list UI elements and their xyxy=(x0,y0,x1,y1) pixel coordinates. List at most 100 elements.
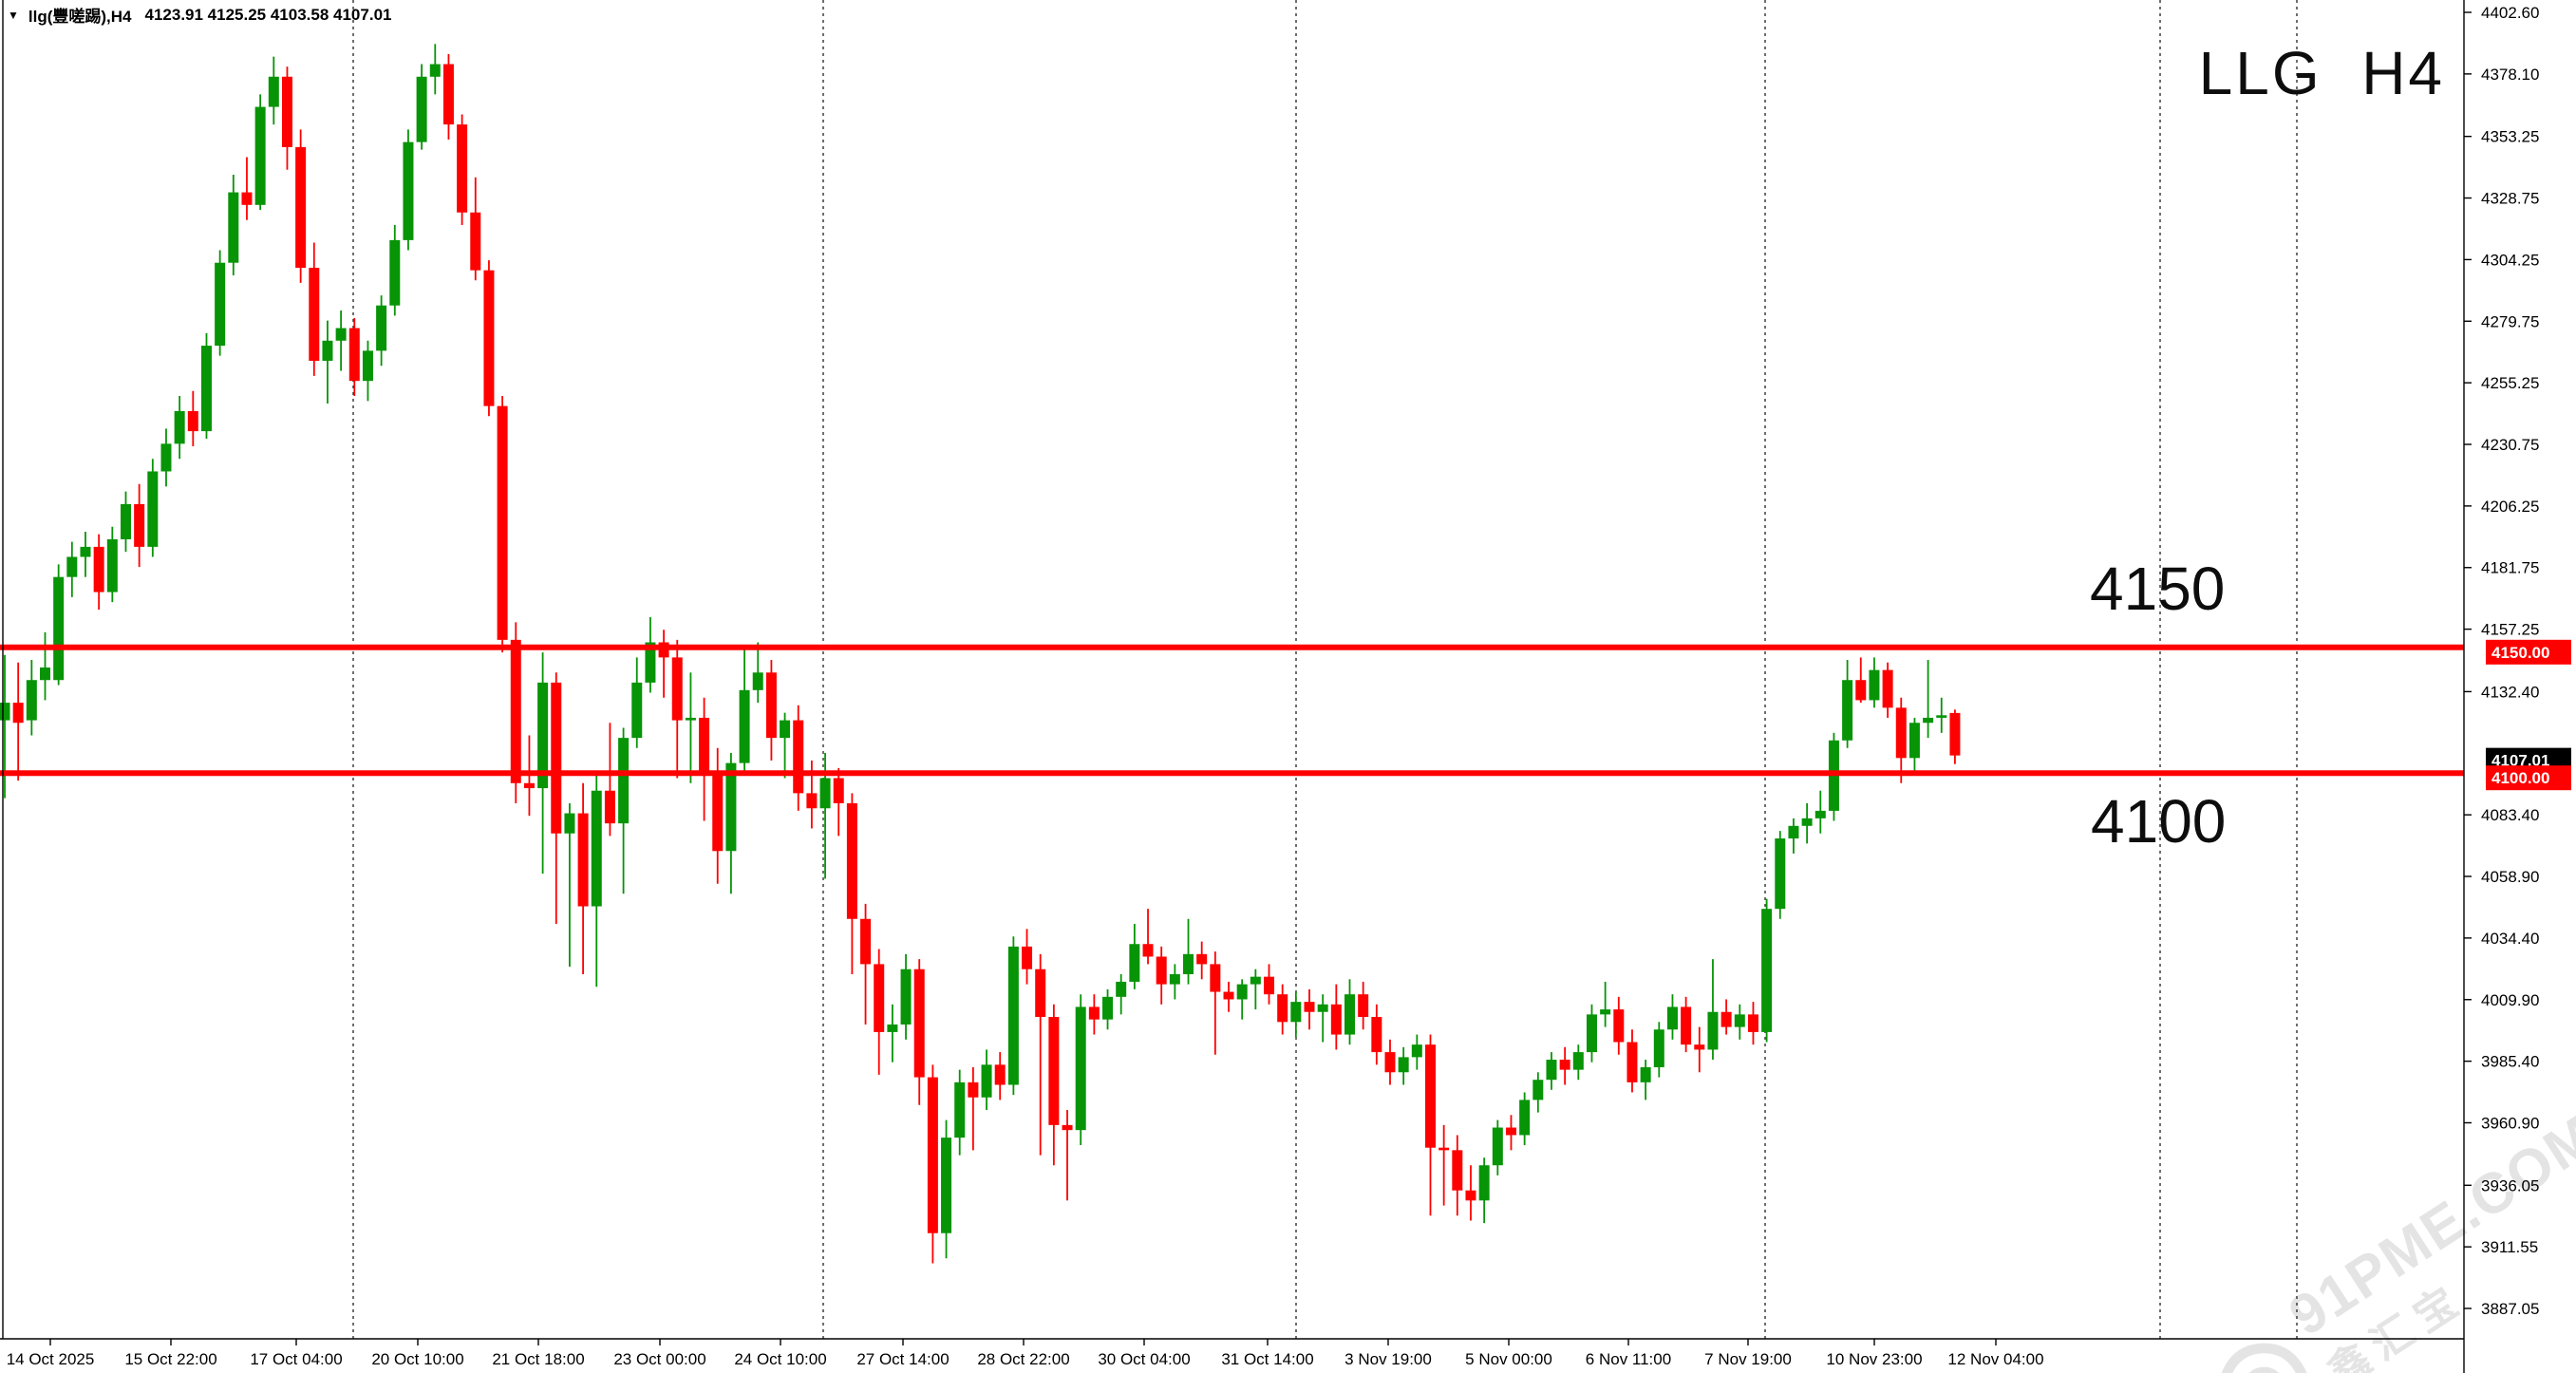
chart-title-bar: ▼ llg(豐嗟踢),H4 4123.91 4125.25 4103.58 41… xyxy=(8,3,391,27)
candle-body-down xyxy=(1384,1052,1396,1073)
candle-body-down xyxy=(712,775,724,852)
candle-body-up xyxy=(106,538,118,592)
time-tick-label: 28 Oct 22:00 xyxy=(977,1350,1069,1368)
candle-body-up xyxy=(1169,974,1180,985)
candle-body-up xyxy=(1842,680,1853,741)
candle-body-down xyxy=(1855,680,1867,701)
candle-body-down xyxy=(1613,1009,1625,1043)
candle-body-down xyxy=(1358,994,1369,1018)
candle-body-down xyxy=(470,212,481,271)
candle-body-down xyxy=(12,703,24,724)
candle-body-down xyxy=(1196,953,1208,965)
bid-price-label: 4107.01 xyxy=(2491,752,2549,770)
candle-body-down xyxy=(1022,946,1033,969)
candle-body-down xyxy=(1048,1017,1060,1125)
candle-body-down xyxy=(793,720,804,794)
candle-body-down xyxy=(1882,669,1893,708)
candle-body-up xyxy=(1586,1014,1597,1053)
time-tick-label: 14 Oct 2025 xyxy=(7,1350,95,1368)
candle-body-up xyxy=(26,680,37,721)
candle-body-up xyxy=(631,682,643,739)
price-axis[interactable]: 4402.60 4378.10 4353.25 4328.75 4304.25 4279.… xyxy=(2464,4,2571,1318)
candle-body-up xyxy=(1761,909,1773,1032)
candle-body-up xyxy=(1492,1127,1503,1166)
line-price-label-bg xyxy=(2486,765,2571,791)
symbol-timeframe-watermark: LLG H4 xyxy=(2198,39,2445,107)
candle-body-up xyxy=(160,443,172,472)
candle-body-up xyxy=(1775,838,1786,910)
candle-body-up xyxy=(120,503,131,539)
candle-body-down xyxy=(1438,1147,1450,1151)
candle-body-up xyxy=(228,192,239,263)
time-axis[interactable]: 14 Oct 2025 15 Oct 22:00 17 Oct 04:00 20 Oc… xyxy=(7,1339,2044,1368)
candle-body-down xyxy=(1949,712,1961,756)
candle-body-down xyxy=(874,964,885,1032)
candle-body-up xyxy=(362,350,373,382)
candle-body-down xyxy=(1088,1006,1100,1020)
candle-body-up xyxy=(537,682,549,789)
time-tick-label: 5 Nov 00:00 xyxy=(1465,1350,1552,1368)
candle-body-down xyxy=(551,682,562,834)
time-tick-label: 15 Oct 22:00 xyxy=(124,1350,216,1368)
price-tick-label: 3960.90 xyxy=(2481,1114,2539,1132)
candle-body-down xyxy=(1277,994,1288,1023)
time-tick-label: 31 Oct 14:00 xyxy=(1221,1350,1313,1368)
candle-body-up xyxy=(335,328,347,341)
candle-body-up xyxy=(200,346,212,432)
candle-body-up xyxy=(1936,715,1947,718)
candle-body-down xyxy=(1895,707,1907,759)
candle-body-up xyxy=(780,720,791,739)
candle-body-up xyxy=(389,239,401,306)
time-tick-label: 23 Oct 00:00 xyxy=(613,1350,705,1368)
candle-body-down xyxy=(1681,1006,1692,1045)
price-tick-label: 4402.60 xyxy=(2481,4,2539,22)
candle-body-up xyxy=(954,1081,966,1138)
candle-body-up xyxy=(685,717,696,721)
candle-body-up xyxy=(147,471,159,547)
candle-body-up xyxy=(1532,1080,1544,1100)
candle-body-down xyxy=(1210,964,1221,992)
candle-body-up xyxy=(1183,953,1194,975)
candle-body-down xyxy=(765,672,777,739)
candle-body-up xyxy=(403,141,414,240)
candle-body-down xyxy=(671,657,683,721)
candle-body-down xyxy=(927,1077,938,1233)
candle-body-down xyxy=(994,1064,1006,1085)
triangle-down-icon[interactable]: ▼ xyxy=(8,8,19,22)
sr-lines xyxy=(0,644,2464,777)
price-tick-label: 4157.25 xyxy=(2481,621,2539,639)
time-tick-label: 17 Oct 04:00 xyxy=(250,1350,342,1368)
candle-body-down xyxy=(523,782,535,789)
candle-body-up xyxy=(1707,1011,1719,1050)
candle-body-up xyxy=(1129,944,1140,982)
price-tick-label: 3985.40 xyxy=(2481,1053,2539,1071)
time-tick-label: 27 Oct 14:00 xyxy=(856,1350,949,1368)
candle-body-down xyxy=(1142,944,1154,957)
candle-body-up xyxy=(429,64,441,77)
line-price-label: 4150.00 xyxy=(2491,644,2549,662)
candle-body-down xyxy=(1452,1150,1463,1191)
candle-body-down xyxy=(1264,976,1275,995)
candle-body-down xyxy=(833,778,844,803)
candle-body-up xyxy=(1666,1006,1678,1030)
price-tick-label: 4206.25 xyxy=(2481,498,2539,516)
candle-body-down xyxy=(1626,1042,1638,1082)
candle-body-up xyxy=(1519,1100,1531,1136)
candle-body-up xyxy=(1478,1165,1490,1201)
line-price-label-bg xyxy=(2486,639,2571,665)
time-tick-label: 10 Nov 23:00 xyxy=(1826,1350,1922,1368)
candle-body-down xyxy=(1424,1044,1436,1148)
price-tick-label: 3887.05 xyxy=(2481,1300,2539,1318)
price-tick-label: 3911.55 xyxy=(2481,1238,2538,1256)
candle-body-up xyxy=(900,969,912,1025)
candle-body-up xyxy=(645,642,656,683)
candle-body-up xyxy=(941,1138,952,1233)
candle-body-down xyxy=(497,405,508,640)
candle-body-up xyxy=(1600,1009,1611,1015)
price-tick-label: 4255.25 xyxy=(2481,374,2539,392)
price-tick-label: 4083.40 xyxy=(2481,806,2539,824)
time-tick-label: 6 Nov 11:00 xyxy=(1586,1350,1671,1368)
candle-body-up xyxy=(1908,723,1920,759)
candle-body-up xyxy=(174,410,185,444)
